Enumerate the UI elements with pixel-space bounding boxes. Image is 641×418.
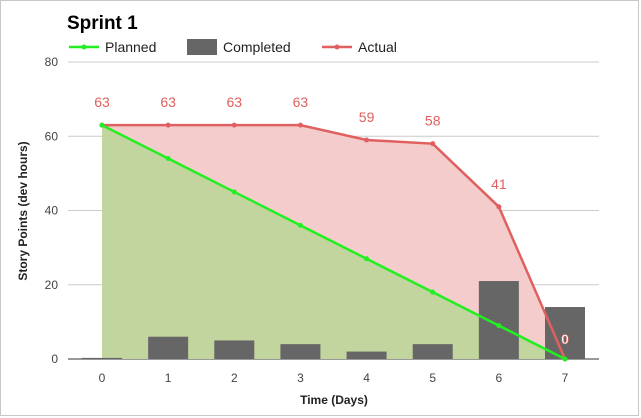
actual-line	[102, 123, 567, 360]
actual-data-label-0: 63	[94, 94, 110, 110]
y-tick-label: 20	[45, 278, 59, 292]
actual-data-label-2: 63	[226, 94, 242, 110]
legend-actual-label: Actual	[358, 39, 397, 55]
planned-point-2	[231, 189, 237, 195]
y-tick-label: 80	[45, 55, 59, 69]
x-tick-label: 3	[297, 371, 304, 385]
planned-point-1	[165, 156, 171, 162]
x-tick-label: 5	[429, 371, 436, 385]
x-axis-ticks: 0 1 2 3 4 5 6 7	[99, 371, 569, 385]
completed-bar-1	[148, 336, 189, 359]
completed-bar-2	[214, 340, 255, 359]
actual-data-label-4: 59	[359, 109, 375, 125]
completed-bar-3	[280, 344, 321, 359]
planned-point-6	[496, 323, 502, 329]
actual-point-2	[231, 122, 237, 128]
actual-data-label-6: 41	[491, 176, 507, 192]
lines	[101, 123, 567, 361]
actual-point-3	[297, 122, 303, 128]
legend-planned-marker	[81, 44, 87, 50]
planned-point-0	[99, 122, 105, 128]
x-tick-label: 6	[496, 371, 503, 385]
x-tick-label: 2	[231, 371, 238, 385]
completed-bar-4	[346, 351, 387, 359]
actual-point-4	[364, 137, 370, 143]
completed-bar-6	[478, 281, 519, 359]
chart-title: Sprint 1	[67, 13, 138, 34]
x-tick-label: 1	[165, 371, 172, 385]
actual-point-1	[165, 122, 171, 128]
completed-bar-0	[82, 357, 122, 359]
legend-completed-swatch	[187, 39, 217, 55]
y-axis-label: Story Points (dev hours)	[16, 141, 30, 280]
actual-data-label-1: 63	[160, 94, 176, 110]
y-tick-label: 60	[45, 129, 59, 143]
planned-point-4	[364, 256, 370, 262]
actual-data-label-7: 0	[561, 331, 569, 347]
planned-line	[101, 123, 566, 361]
actual-point-5	[430, 141, 436, 147]
x-tick-label: 7	[562, 371, 569, 385]
planned-point-7	[562, 356, 568, 362]
legend: Planned Completed Actual	[69, 39, 397, 55]
completed-bar-7	[545, 307, 585, 359]
points	[99, 122, 568, 362]
planned-point-5	[430, 289, 436, 295]
actual-data-label-3: 63	[293, 94, 309, 110]
x-tick-label: 0	[99, 371, 106, 385]
actual-data-label-5: 58	[425, 113, 441, 129]
completed-bar-5	[412, 344, 453, 359]
legend-actual-marker	[334, 44, 340, 50]
y-tick-label: 40	[45, 204, 59, 218]
y-tick-label: 0	[51, 352, 58, 366]
y-axis-ticks: 0 20 40 60 80	[45, 55, 59, 366]
actual-point-6	[496, 204, 502, 210]
x-axis-label: Time (Days)	[300, 393, 368, 407]
data-labels: 63 63 63 63 59 58 41 0	[94, 94, 569, 347]
x-tick-label: 4	[363, 371, 370, 385]
planned-point-3	[297, 222, 303, 228]
legend-completed-label: Completed	[223, 39, 291, 55]
legend-planned-label: Planned	[105, 39, 156, 55]
